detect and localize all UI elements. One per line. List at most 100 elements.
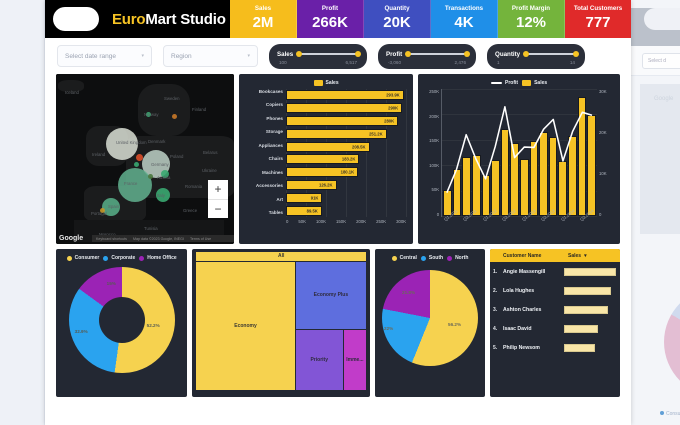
date-range-dropdown[interactable]: Select date range ▾ (57, 45, 152, 67)
bar-axis-tick: 200K (356, 219, 367, 224)
bar[interactable]: 290K (285, 102, 403, 113)
slider-knob-min[interactable] (523, 50, 530, 57)
combo-bar[interactable] (539, 132, 548, 216)
sales-by-segment-donut[interactable]: Consumer Corporate Home Office 52.2% 32.9%… (56, 249, 188, 397)
zoom-out-icon[interactable]: − (214, 201, 222, 216)
region-dropdown[interactable]: Region ▾ (163, 45, 258, 67)
donut-legend-item[interactable]: Corporate (103, 255, 135, 261)
map-bubble[interactable] (148, 174, 153, 179)
map-bubble[interactable] (106, 128, 138, 160)
kpi-card-total-customers[interactable]: Total Customers 777 (565, 0, 631, 38)
map-bubble[interactable] (136, 154, 143, 161)
kpi-card-transactions[interactable]: Transactions 4K (431, 0, 498, 38)
legend-item-sales[interactable]: Sales (313, 80, 339, 86)
map-bubble[interactable] (161, 170, 169, 178)
pie-legend-item[interactable]: Central (391, 255, 417, 261)
table-row[interactable]: 1. Angie Massengill (490, 262, 620, 281)
bar-row[interactable]: 293.9K (285, 90, 406, 100)
geo-map-visual[interactable]: Iceland Sweden Norway Finland Denmark Ireland… (56, 74, 234, 244)
pie-slices[interactable] (382, 270, 479, 366)
slider-knob-max[interactable] (355, 50, 361, 57)
column-header-sales[interactable]: Sales ▾ (568, 253, 620, 259)
combo-bar[interactable] (510, 143, 520, 216)
map-footer-link[interactable]: Map data ©2023 Google, INEGI (132, 236, 184, 241)
map-footer-link[interactable]: Keyboard shortcuts (96, 236, 127, 241)
slider-knob-min[interactable] (296, 50, 303, 57)
bar[interactable]: 293.9K (285, 90, 404, 100)
combo-bar[interactable] (548, 136, 558, 216)
map-footer-link[interactable]: Terms of Use (189, 236, 212, 241)
combo-bar[interactable] (520, 159, 529, 216)
bar-row[interactable]: 89.5K (285, 205, 406, 216)
table-row[interactable]: 5. Philip Newsom (490, 338, 620, 357)
combo-bar[interactable] (472, 155, 481, 216)
treemap-tile-immediate[interactable]: Imme... (343, 329, 367, 390)
combo-bar[interactable] (577, 96, 587, 216)
kpi-card-quantity[interactable]: Quantity 20K (364, 0, 431, 38)
bar-row[interactable]: 290K (285, 102, 406, 113)
bar[interactable]: 280K (285, 115, 399, 126)
legend-swatch (103, 255, 109, 261)
donut-legend-item[interactable]: Consumer (66, 255, 99, 261)
zoom-in-icon[interactable]: + (207, 180, 228, 200)
map-bubble[interactable] (118, 168, 152, 202)
combo-bar[interactable] (491, 160, 500, 216)
kpi-card-profit-margin[interactable]: Profit Margin 12% (498, 0, 565, 38)
slider-knob-max[interactable] (573, 50, 579, 57)
legend-item-sales[interactable]: Sales (522, 80, 547, 86)
top-customers-table[interactable]: Customer Name Sales ▾ 1. Angie Massengill 2… (490, 249, 620, 397)
range-slider-sales[interactable]: Sales 100 6,517 (269, 43, 367, 69)
slider-knob-max[interactable] (464, 50, 470, 57)
map-zoom-controls[interactable]: + − (207, 180, 228, 218)
treemap-tile-priority[interactable]: Priority (295, 329, 343, 390)
map-bubble[interactable] (172, 114, 177, 119)
shipmode-treemap[interactable]: All Economy Economy Plus Priority (192, 249, 371, 397)
donut-legend-item[interactable]: Home Office (139, 255, 177, 261)
bar[interactable]: 89.5K (285, 205, 322, 216)
bar-row[interactable]: 91K (285, 193, 406, 203)
slider-knob-min[interactable] (405, 50, 412, 57)
slider-track[interactable] (523, 50, 579, 57)
bar[interactable]: 183.2K (285, 154, 360, 165)
slider-track[interactable] (296, 50, 361, 57)
legend-item-profit[interactable]: Profit (491, 80, 518, 86)
treemap-tile-economy[interactable]: Economy (196, 262, 295, 390)
treemap-title: All (196, 252, 367, 261)
map-bubble[interactable] (146, 112, 151, 117)
bar[interactable]: 208.5K (285, 141, 370, 152)
combo-bar[interactable] (500, 128, 510, 216)
bar-row[interactable]: 126.2K (285, 180, 406, 191)
combo-bar[interactable] (568, 135, 577, 216)
map-bubble[interactable] (102, 198, 120, 216)
treemap-tile-economy-plus[interactable]: Economy Plus (295, 262, 367, 329)
sales-by-region-pie[interactable]: Central South North 56.2% 22% 21.8% (375, 249, 485, 397)
map-bubble[interactable] (156, 188, 170, 202)
map-bubble[interactable] (100, 208, 105, 213)
table-row[interactable]: 4. Isaac David (490, 319, 620, 338)
bar-row[interactable]: 208.5K (285, 141, 406, 152)
map-bubble[interactable] (134, 162, 139, 167)
combo-bar[interactable] (462, 156, 471, 216)
table-row[interactable]: 3. Ashton Charles (490, 300, 620, 319)
bar[interactable]: 126.2K (285, 180, 337, 191)
bar-row[interactable]: 183.2K (285, 154, 406, 165)
bar[interactable]: 180.1K (285, 167, 359, 178)
sales-by-subcategory-chart[interactable]: Sales Bookcases Copiers Phones Storage Appli… (238, 74, 414, 244)
slider-track[interactable] (405, 50, 470, 57)
sales-profit-trend-chart[interactable]: Profit Sales 250K 200K 150K 100K 50K 0 (418, 74, 620, 244)
bar-row[interactable]: 251.2K (285, 128, 406, 139)
bar[interactable]: 91K (285, 193, 323, 203)
sort-descending-icon[interactable]: ▾ (584, 252, 587, 259)
combo-bar[interactable] (529, 140, 539, 216)
pie-legend-item[interactable]: North (447, 255, 468, 261)
kpi-card-profit[interactable]: Profit 266K (297, 0, 364, 38)
bar[interactable]: 251.2K (285, 128, 387, 139)
kpi-card-sales[interactable]: Sales 2M (230, 0, 297, 38)
range-slider-profit[interactable]: Profit -3,060 2,476 (378, 43, 476, 69)
table-row[interactable]: 2. Lola Hughes (490, 281, 620, 300)
column-header-customer-name[interactable]: Customer Name (503, 252, 542, 259)
range-slider-quantity[interactable]: Quantity 1 14 (487, 43, 585, 69)
bar-row[interactable]: 280K (285, 115, 406, 126)
pie-legend-item[interactable]: South (420, 255, 443, 261)
bar-row[interactable]: 180.1K (285, 167, 406, 178)
